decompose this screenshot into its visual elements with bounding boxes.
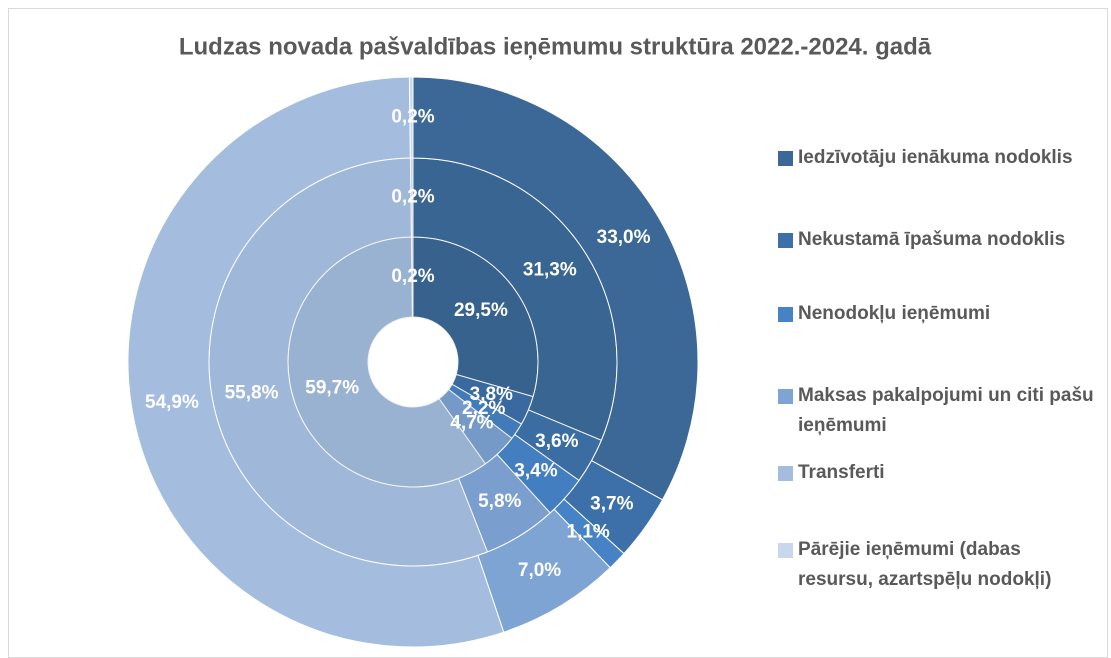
chart-title: Ludzas novada pašvaldības ieņēmumu struk…: [179, 33, 932, 60]
donut-segment: [408, 76, 414, 159]
legend-item: Nenodokļu ieņēmumi: [778, 299, 1096, 329]
data-label: 54,9%: [145, 392, 199, 413]
legend-label: Maksas pakalpojumi un citi pašu ieņēmumi: [798, 385, 1094, 436]
legend-item: Iedzīvotāju ienākuma nodoklis: [778, 143, 1096, 173]
data-label: 33,0%: [597, 227, 651, 248]
legend-swatch: [778, 543, 793, 558]
legend-item: Transferti: [778, 458, 1096, 488]
legend-label: Pārējie ieņēmumi (dabas resursu, azartsp…: [798, 539, 1052, 590]
data-label: 5,8%: [478, 491, 521, 512]
legend-swatch: [778, 151, 793, 166]
legend-item: Pārējie ieņēmumi (dabas resursu, azartsp…: [778, 535, 1096, 595]
legend-swatch: [778, 233, 793, 248]
legend-swatch: [778, 389, 793, 404]
data-label: 0,2%: [391, 187, 434, 208]
data-label: 0,2%: [391, 266, 434, 287]
data-label: 4,7%: [450, 412, 493, 433]
legend-label: Iedzīvotāju ienākuma nodoklis: [798, 147, 1073, 168]
data-label: 1,1%: [567, 522, 610, 543]
donut-segment: [412, 76, 699, 501]
legend-item: Nekustamā īpašuma nodoklis: [778, 225, 1096, 255]
data-label: 3,4%: [514, 460, 557, 481]
legend-label: Nekustamā īpašuma nodoklis: [798, 229, 1066, 250]
data-label: 2,2%: [462, 398, 505, 419]
legend-label: Nenodokļu ieņēmumi: [798, 303, 991, 324]
data-label: 3,8%: [470, 384, 513, 405]
donut-segment: [127, 76, 505, 648]
data-label: 3,7%: [590, 493, 633, 514]
data-label: 31,3%: [523, 260, 577, 281]
legend-label: Transferti: [798, 462, 885, 483]
data-label: 55,8%: [225, 383, 279, 404]
legend-item: Maksas pakalpojumi un citi pašu ieņēmumi: [778, 381, 1096, 441]
data-label: 59,7%: [305, 377, 359, 398]
data-label: 0,2%: [391, 107, 434, 128]
data-label: 29,5%: [454, 300, 508, 321]
data-label: 7,0%: [518, 560, 561, 581]
data-label: 3,6%: [535, 431, 578, 452]
legend-swatch: [778, 466, 793, 481]
legend-swatch: [778, 307, 793, 322]
